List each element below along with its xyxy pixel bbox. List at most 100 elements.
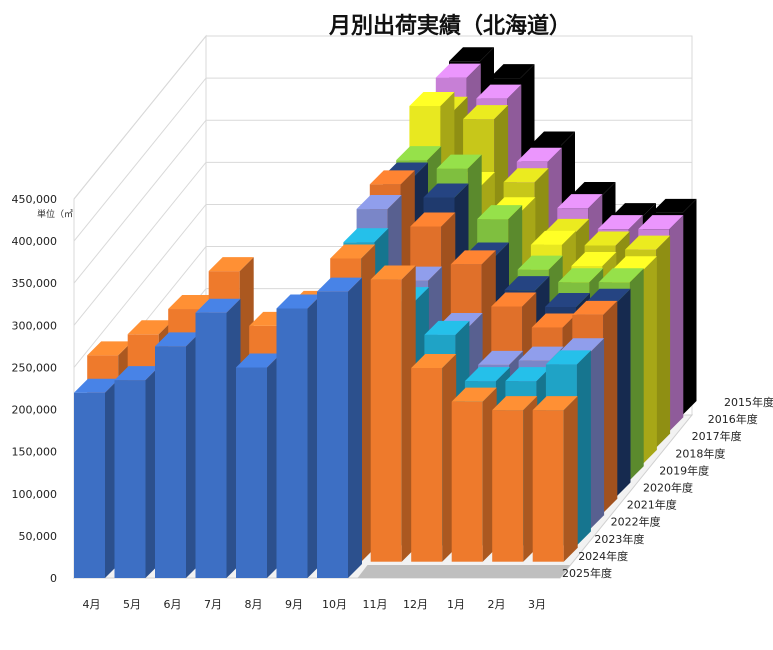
floor-edge [357,565,570,578]
bar [370,265,416,562]
x-tick-label: 7月 [204,598,222,611]
bar-top [423,183,469,198]
bar-side [590,338,605,530]
y-tick-label: 250,000 [12,361,58,374]
bar-top [476,84,522,99]
bar-top [625,235,671,250]
bar-top [545,350,591,365]
bar-top [370,265,416,280]
bar-front [155,346,186,578]
bar-top [638,215,684,230]
bar-top [611,256,657,271]
x-tick-label: 10月 [322,598,347,611]
bar-top [572,300,618,315]
series-label: 2023年度 [594,532,644,546]
depth-axis-legend: 2015年度 2016年度 2017年度 2018年度 2019年度 2020年度 2021… [562,395,773,580]
bar-top [195,298,241,313]
bar-top [516,147,562,162]
bar-top [598,268,644,283]
x-tick-label: 8月 [245,598,263,611]
bar-side [603,300,618,513]
y-tick-label: 100,000 [12,488,58,501]
series-label: 2021年度 [627,498,677,512]
bar-side [656,235,671,448]
bar-side [682,198,697,415]
bar-side [642,256,657,464]
bar-top [503,168,549,183]
bar-top [435,63,481,78]
y-tick-label: 350,000 [12,277,58,290]
bar-top [449,47,494,62]
bar [155,332,200,578]
bar-top [436,154,482,169]
unit-label: 単位（㎥） [37,208,82,220]
bar-top [544,218,590,233]
series-label: 2017年度 [692,429,742,443]
bar-top [651,198,697,213]
bar-top [276,294,322,309]
bar-top [492,396,538,411]
bar [411,353,457,562]
series-label: 2024年度 [578,549,628,563]
bar-front [532,410,564,562]
chart-title: 月別出荷実績（北海道） [328,13,571,39]
bar-top [517,255,563,270]
bar-top [518,346,564,361]
bar-top [532,396,578,411]
bar-top [530,131,575,146]
series-label: 2020年度 [643,481,693,495]
y-tick-label: 0 [50,572,57,585]
x-tick-label: 4月 [83,598,101,611]
x-tick-label: 5月 [123,598,141,611]
bar-top [531,313,577,328]
bar [532,396,578,562]
bar-top [87,341,133,356]
series-label: 2016年度 [708,412,758,426]
bar-top [155,332,200,347]
bar-top [611,203,656,218]
bar-top [208,257,254,272]
bar-front [317,291,348,578]
bar-front [451,401,483,562]
bar-top [74,378,119,393]
bar-front [195,312,227,578]
bar-side [563,396,578,562]
y-tick-label: 300,000 [12,319,58,332]
bar [276,294,322,578]
bar-top [505,367,551,382]
x-tick-label: 12月 [403,598,428,611]
bar-top [477,205,523,220]
bar-side [669,215,684,432]
bar-top [530,230,576,245]
x-tick-label: 3月 [528,598,546,611]
bar-top [396,146,442,161]
bar-top [410,212,456,227]
bar-top [411,353,457,368]
bar [74,378,119,578]
y-tick-label: 50,000 [19,530,58,543]
bar-side [348,277,362,578]
bar-top [330,244,376,259]
y-axis: 450,000 400,000 350,000 300,000 250,000 200,0… [12,193,58,585]
series-label: 2025年度 [562,566,612,580]
x-tick-label: 9月 [285,598,303,611]
bar-side [576,350,591,546]
bar [492,396,538,562]
x-axis: 4月 5月 6月 7月 8月 9月 10月 11月 12月 1月 2月 3月 [83,598,547,611]
y-tick-label: 150,000 [12,446,58,459]
series-label: 2018年度 [675,446,725,460]
bar-front [276,308,308,578]
y-tick-label: 400,000 [12,235,58,248]
series-label: 2015年度 [724,395,773,409]
bar-top [585,288,631,303]
bar-top [356,195,402,210]
bar-top [478,350,524,365]
bar-top [557,194,603,209]
series-label: 2019年度 [659,463,709,477]
bar-top [236,353,281,368]
bar-top [424,320,470,335]
x-tick-label: 2月 [488,598,506,611]
bar-top [570,182,616,197]
bar [317,277,362,578]
